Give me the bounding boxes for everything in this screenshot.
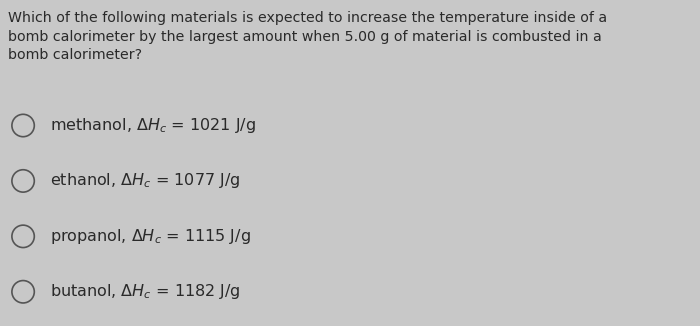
Text: Which of the following materials is expected to increase the temperature inside : Which of the following materials is expe… [8,11,608,62]
Text: ethanol, $\Delta H_c$ = 1077 J/g: ethanol, $\Delta H_c$ = 1077 J/g [50,171,241,190]
Text: butanol, $\Delta H_c$ = 1182 J/g: butanol, $\Delta H_c$ = 1182 J/g [50,282,241,301]
Text: propanol, $\Delta H_c$ = 1115 J/g: propanol, $\Delta H_c$ = 1115 J/g [50,227,251,246]
Text: methanol, $\Delta H_c$ = 1021 J/g: methanol, $\Delta H_c$ = 1021 J/g [50,116,256,135]
